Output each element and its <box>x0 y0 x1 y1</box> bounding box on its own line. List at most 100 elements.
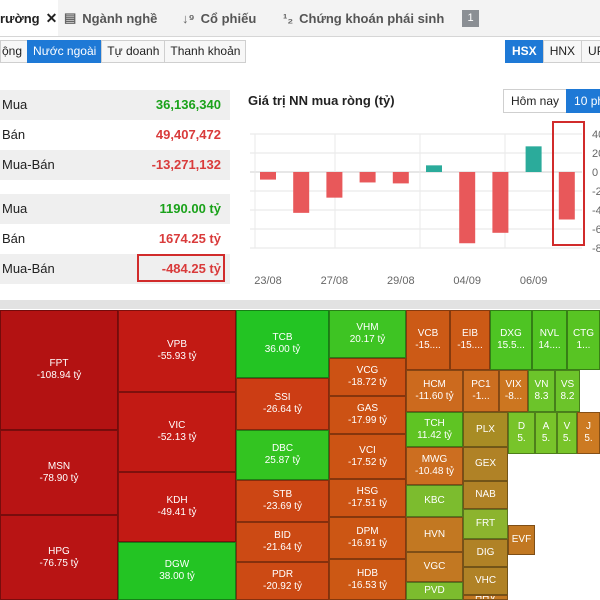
treemap-value: 15.5... <box>497 340 525 351</box>
treemap-tile-vhc[interactable]: VHC <box>463 567 508 595</box>
treemap-ticker: VCI <box>359 444 376 456</box>
treemap-tile-d[interactable]: D 5. <box>508 412 535 454</box>
treemap-tile-vcg[interactable]: VCG -18.72 tỷ <box>329 358 406 396</box>
treemap-tile-vci[interactable]: VCI -17.52 tỷ <box>329 434 406 479</box>
y-tick-label: -6 <box>592 224 600 236</box>
treemap-tile-evf[interactable]: EVF <box>508 525 535 555</box>
treemap-tile-frt[interactable]: FRT <box>463 509 508 539</box>
treemap-tile-gex[interactable]: GEX <box>463 447 508 481</box>
treemap-ticker: HDB <box>356 567 379 579</box>
treemap-ticker: KDH <box>166 495 188 506</box>
treemap-ticker: DBC <box>271 443 294 454</box>
treemap-value: 36.00 tỷ <box>264 344 301 355</box>
treemap-ticker: NVL <box>539 328 560 339</box>
treemap-tile-j[interactable]: J 5. <box>577 412 600 454</box>
subtab-foreign[interactable]: Nước ngoài <box>27 40 103 63</box>
treemap-value: 8.3 <box>534 391 549 402</box>
range-today[interactable]: Hôm nay <box>503 89 568 113</box>
treemap-tile-dxg[interactable]: DXG 15.5... <box>490 310 532 370</box>
treemap-value: 8.2 <box>560 391 575 402</box>
treemap-tile-ctg[interactable]: CTG 1... <box>567 310 600 370</box>
treemap-value: -8... <box>504 391 523 402</box>
treemap-value: -15.... <box>415 340 441 351</box>
treemap-ticker: VGC <box>423 561 446 572</box>
treemap-tile-hdb[interactable]: HDB -16.53 tỷ <box>329 559 406 600</box>
treemap-tile-dpm[interactable]: DPM -16.91 tỷ <box>329 517 406 559</box>
treemap-tile-dbc[interactable]: DBC 25.87 tỷ <box>236 430 329 480</box>
treemap-value: -16.53 tỷ <box>348 579 387 591</box>
treemap-tile-plx[interactable]: PLX <box>463 412 508 447</box>
treemap-value: -11.60 tỷ <box>415 391 454 402</box>
treemap-tile-eib[interactable]: EIB -15.... <box>450 310 490 370</box>
treemap-tile-mwg[interactable]: MWG -10.48 tỷ <box>406 447 463 485</box>
tab-stocks-label: Cổ phiếu <box>200 10 257 26</box>
treemap-tile-hpg[interactable]: HPG -76.75 tỷ <box>0 515 118 600</box>
treemap-value: 5. <box>517 433 526 444</box>
sort-icon: ↓⁹ <box>182 10 195 26</box>
treemap-ticker: V <box>563 421 571 432</box>
value-sell-label: Bán <box>2 231 26 246</box>
treemap-value: -76.75 tỷ <box>39 557 79 569</box>
treemap-tile-nab[interactable]: NAB <box>463 481 508 509</box>
volume-net-value: -13,271,132 <box>151 157 221 172</box>
tab-derivatives[interactable]: ¹₂ Chứng khoán phái sinh <box>283 0 444 36</box>
treemap-tile-vcb[interactable]: VCB -15.... <box>406 310 450 370</box>
value-net-value: -484.25 tỷ <box>161 261 221 276</box>
treemap-ticker: STB <box>272 489 293 500</box>
treemap-tile-msn[interactable]: MSN -78.90 tỷ <box>0 430 118 515</box>
treemap-tile-tcb[interactable]: TCB 36.00 tỷ <box>236 310 329 378</box>
bar-9 <box>558 172 575 220</box>
volume-buy-value: 36,136,340 <box>155 97 221 112</box>
treemap-tile-vpb[interactable]: VPB -55.93 tỷ <box>118 310 236 392</box>
treemap-tile-ssi[interactable]: SSI -26.64 tỷ <box>236 378 329 430</box>
treemap-tile-fpt[interactable]: FPT -108.94 tỷ <box>0 310 118 430</box>
treemap-value: -10.48 tỷ <box>415 466 454 477</box>
range-10-sessions[interactable]: 10 ph <box>566 89 600 113</box>
treemap-ticker: HCM <box>423 379 446 390</box>
treemap-tile-v[interactable]: V 5. <box>557 412 577 454</box>
treemap-tile-vix[interactable]: VIX -8... <box>499 370 528 412</box>
treemap-tile-pc1[interactable]: PC1 -1... <box>463 370 499 412</box>
tab-industry[interactable]: ▤ Ngành nghề <box>64 0 157 36</box>
subtab-liquidity[interactable]: Thanh khoản <box>164 40 247 63</box>
treemap-tile-pvd[interactable]: PVD <box>406 582 463 600</box>
treemap-ticker: DGW <box>164 559 190 570</box>
treemap-tile-vn[interactable]: VN 8.3 <box>528 370 555 412</box>
treemap-tile-stb[interactable]: STB -23.69 tỷ <box>236 480 329 522</box>
treemap-tile-gas[interactable]: GAS -17.99 tỷ <box>329 396 406 434</box>
close-icon[interactable]: ✕ <box>45 9 58 26</box>
treemap-tile-vhm[interactable]: VHM 20.17 tỷ <box>329 310 406 358</box>
treemap-tile-nvl[interactable]: NVL 14.... <box>532 310 567 370</box>
tab-derivatives-label: Chứng khoán phái sinh <box>299 10 445 26</box>
treemap-ticker: PC1 <box>471 379 491 390</box>
y-tick-label: 40 <box>592 129 600 141</box>
treemap-value: -16.91 tỷ <box>348 538 387 549</box>
treemap-tile-tch[interactable]: TCH 11.42 tỷ <box>406 412 463 447</box>
treemap-tile-hcm[interactable]: HCM -11.60 tỷ <box>406 370 463 412</box>
bar-2 <box>326 172 343 198</box>
bar-4 <box>392 172 409 184</box>
treemap-tile-a[interactable]: A 5. <box>535 412 557 454</box>
subtab-overview[interactable]: ộng <box>0 40 29 63</box>
treemap-tile-bid[interactable]: BID -21.64 tỷ <box>236 522 329 562</box>
exchange-hsx[interactable]: HSX <box>505 40 544 63</box>
treemap-tile-hsg[interactable]: HSG -17.51 tỷ <box>329 479 406 517</box>
treemap-tile-kbc[interactable]: KBC <box>406 485 463 517</box>
treemap-value: -20.92 tỷ <box>263 581 302 592</box>
treemap-tile-pdr[interactable]: PDR -20.92 tỷ <box>236 562 329 600</box>
treemap-tile-dig[interactable]: DIG <box>463 539 508 567</box>
sort-numeric-icon: ¹₂ <box>283 10 294 26</box>
treemap-tile-hvn[interactable]: HVN <box>406 517 463 552</box>
treemap-tile-vgc[interactable]: VGC <box>406 552 463 582</box>
treemap-value: -17.52 tỷ <box>348 456 387 468</box>
tab-stocks[interactable]: ↓⁹ Cổ phiếu <box>182 0 256 36</box>
exchange-upcom[interactable]: UP <box>581 40 600 63</box>
exchange-hnx[interactable]: HNX <box>542 40 583 63</box>
treemap-tile-hhv[interactable]: HHV <box>463 595 508 600</box>
tab-market[interactable]: rường ✕ <box>0 0 58 36</box>
treemap-tile-vic[interactable]: VIC -52.13 tỷ <box>118 392 236 472</box>
treemap-tile-kdh[interactable]: KDH -49.41 tỷ <box>118 472 236 542</box>
treemap-tile-vs[interactable]: VS 8.2 <box>555 370 580 412</box>
treemap-ticker: DPM <box>356 526 379 537</box>
treemap-tile-dgw[interactable]: DGW 38.00 tỷ <box>118 542 236 600</box>
